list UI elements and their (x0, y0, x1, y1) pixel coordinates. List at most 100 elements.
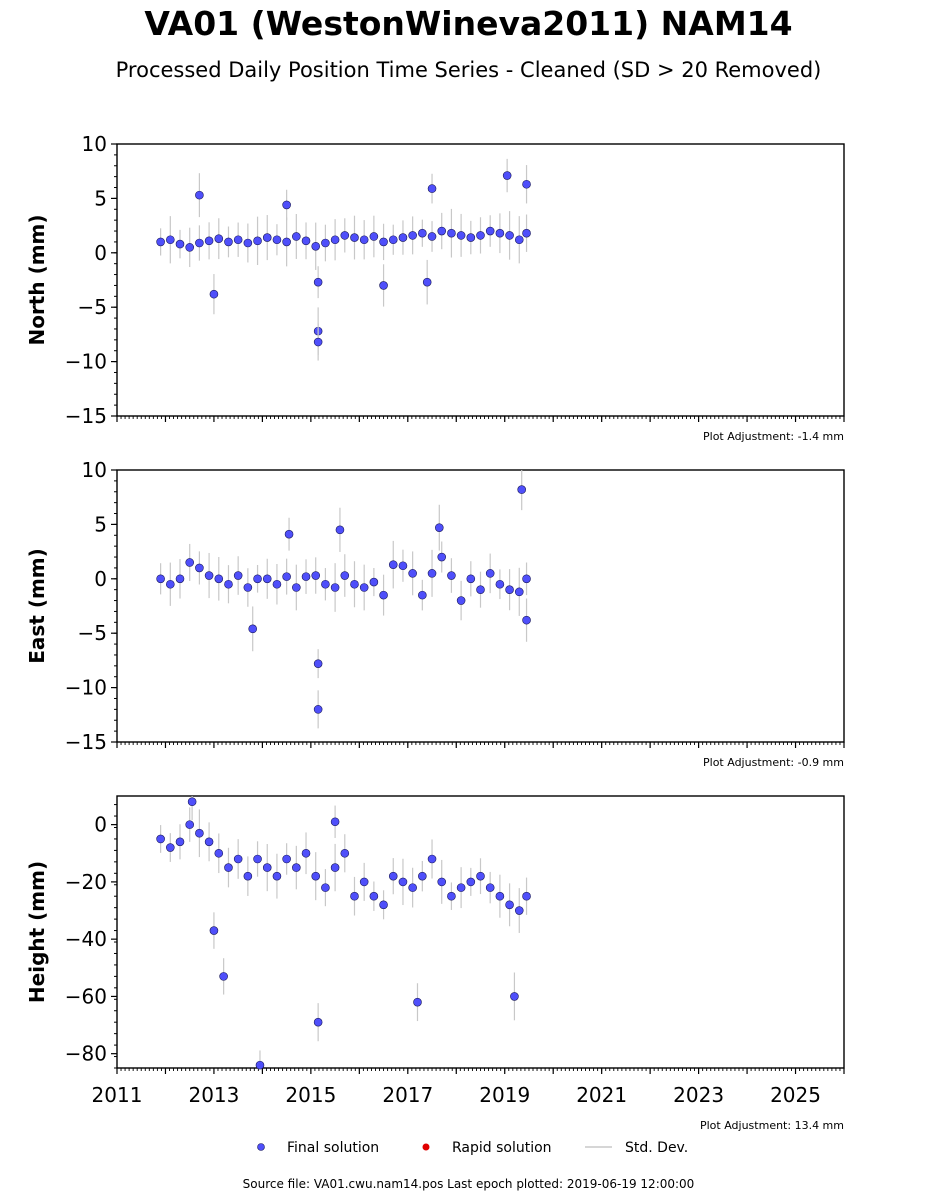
chart-subtitle: Processed Daily Position Time Series - C… (115, 58, 822, 82)
data-point (369, 577, 379, 587)
x-tick-label: 2021 (576, 1083, 627, 1107)
data-point (522, 615, 531, 625)
data-point (522, 891, 531, 901)
y-axis-label: Height (mm) (25, 861, 49, 1003)
data-point (485, 883, 495, 892)
y-tick-label: −10 (65, 350, 107, 374)
data-point (466, 877, 476, 887)
data-point (243, 238, 253, 248)
data-point (195, 190, 204, 200)
data-point (427, 569, 437, 578)
data-point (418, 590, 427, 600)
y-axis-label: East (mm) (25, 548, 49, 664)
data-point (485, 569, 495, 578)
data-point (175, 574, 185, 584)
data-point (408, 569, 417, 578)
data-point (219, 972, 228, 981)
data-point (408, 231, 417, 240)
y-tick-label: 0 (94, 813, 107, 837)
data-point (517, 485, 526, 494)
data-point (195, 238, 204, 248)
y-tick-label: −40 (65, 927, 107, 951)
data-point (379, 590, 388, 600)
data-point (505, 231, 514, 240)
data-point (359, 877, 369, 887)
data-point (495, 228, 505, 238)
data-point (204, 236, 214, 246)
data-point (522, 179, 531, 189)
plot-frame-0 (116, 143, 845, 417)
data-point (340, 231, 350, 240)
data-point (502, 171, 512, 180)
source-caption: Source file: VA01.cwu.nam14.pos Last epo… (242, 1177, 695, 1191)
data-point (350, 233, 359, 242)
data-point (359, 235, 369, 245)
plot-adjustment: Plot Adjustment: -0.9 mm (703, 756, 844, 769)
legend-rapid-marker (422, 1143, 430, 1151)
data-point (262, 863, 272, 872)
data-point (495, 579, 505, 589)
data-point (522, 574, 531, 584)
data-point (301, 572, 311, 581)
y-tick-label: 0 (94, 567, 107, 591)
data-point (485, 226, 495, 236)
data-point (156, 574, 165, 584)
data-point (311, 871, 321, 881)
x-tick-label: 2023 (673, 1083, 724, 1107)
x-tick-label: 2017 (382, 1083, 433, 1107)
x-tick-label: 2015 (285, 1083, 336, 1107)
data-point (185, 820, 194, 829)
y-tick-label: 5 (94, 512, 107, 536)
data-point (175, 239, 185, 249)
y-tick-label: −5 (78, 621, 107, 645)
data-point (350, 891, 359, 901)
data-point (466, 574, 476, 584)
data-point (456, 231, 466, 240)
data-point (156, 834, 165, 844)
data-point (505, 585, 514, 594)
data-point (313, 277, 323, 287)
data-point (301, 848, 311, 858)
data-point (156, 237, 165, 247)
data-point (505, 900, 514, 910)
data-point (224, 863, 233, 872)
data-point (262, 233, 272, 242)
data-point (209, 926, 219, 935)
data-point (330, 235, 340, 245)
data-point (311, 241, 321, 251)
data-point (262, 574, 272, 584)
data-point (398, 877, 408, 887)
data-point (427, 232, 437, 241)
data-point (282, 854, 291, 864)
data-point (321, 579, 330, 589)
data-point (282, 572, 291, 581)
data-point (476, 871, 485, 881)
data-point (233, 854, 243, 864)
x-tick-label: 2013 (188, 1083, 239, 1107)
data-point (456, 883, 466, 892)
data-point (272, 871, 282, 881)
legend-final-marker (257, 1143, 265, 1151)
data-point (379, 281, 388, 290)
data-point (476, 585, 485, 594)
data-point (185, 243, 194, 252)
data-point (204, 571, 214, 580)
data-point (282, 237, 291, 247)
data-point (214, 234, 224, 243)
y-tick-label: 10 (82, 458, 107, 482)
data-point (398, 233, 408, 242)
data-point (447, 891, 456, 901)
data-point (243, 871, 253, 881)
y-tick-label: −80 (65, 1042, 107, 1066)
data-point (214, 848, 224, 858)
data-point (422, 277, 432, 287)
data-point (398, 561, 408, 571)
data-point (195, 563, 204, 573)
data-point (313, 659, 323, 668)
data-point (447, 228, 456, 238)
data-point (282, 200, 291, 210)
data-point (350, 579, 359, 589)
data-point (437, 552, 447, 562)
data-point (388, 235, 398, 245)
y-tick-label: −60 (65, 984, 107, 1008)
